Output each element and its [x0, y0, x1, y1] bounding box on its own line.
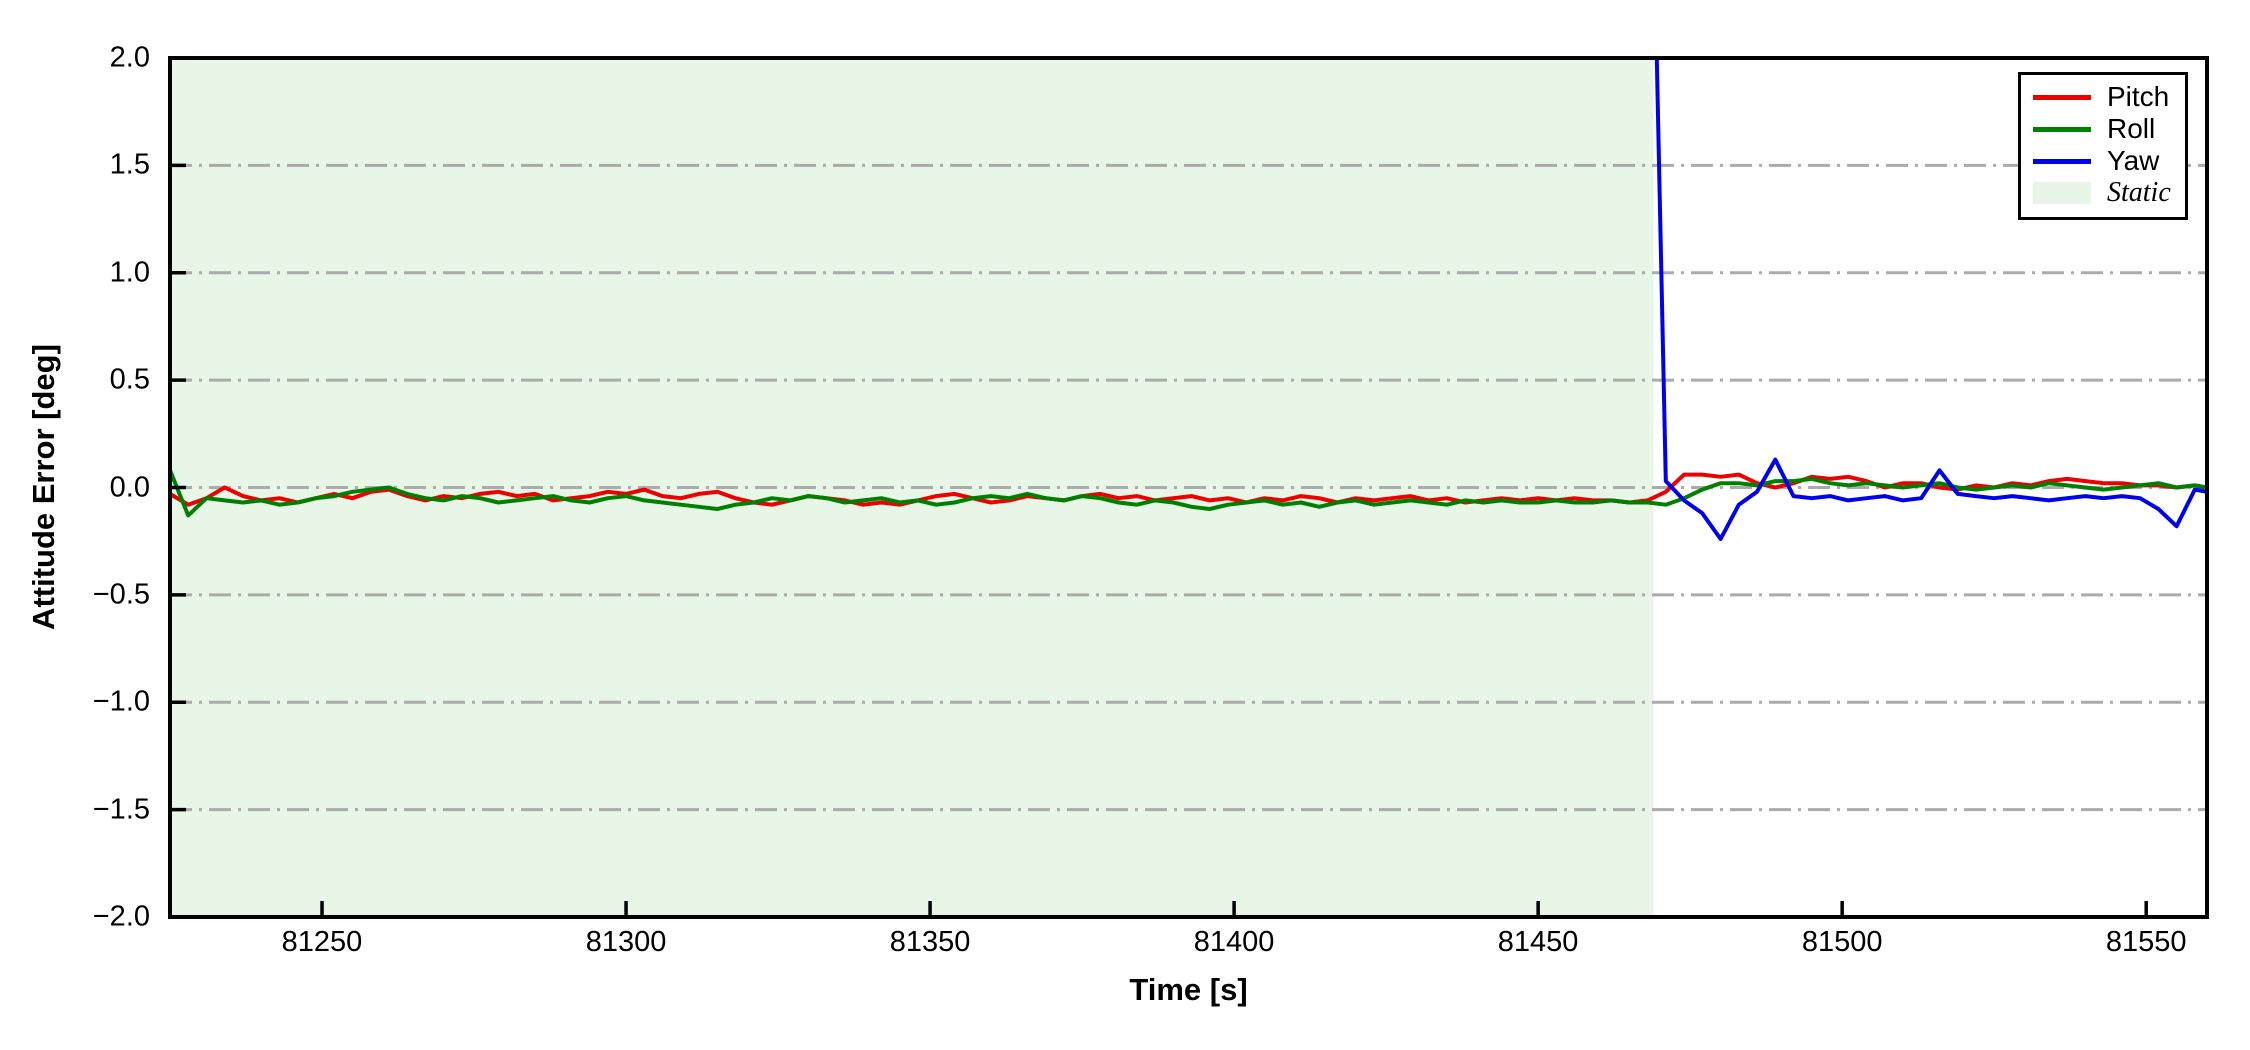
legend-item-pitch: Pitch — [2033, 81, 2171, 113]
x-tick-label: 81450 — [1497, 926, 1579, 958]
x-tick-label: 81550 — [2105, 926, 2187, 958]
y-tick-label: 0.0 — [109, 471, 150, 503]
x-tick-label: 81500 — [1801, 926, 1883, 958]
legend: Pitch Roll Yaw Static — [2018, 72, 2188, 220]
y-axis-label: Attitude Error [deg] — [26, 344, 61, 630]
x-tick-label: 81400 — [1193, 926, 1275, 958]
x-tick-label: 81300 — [585, 926, 667, 958]
y-tick-label: −1.5 — [92, 793, 150, 826]
legend-label: Static — [2107, 177, 2171, 208]
y-tick-label: −0.5 — [92, 578, 150, 611]
legend-patch-swatch — [2033, 182, 2091, 204]
y-tick-label: −2.0 — [92, 900, 150, 933]
y-tick-label: −1.0 — [92, 685, 150, 718]
legend-label: Pitch — [2107, 81, 2170, 112]
x-tick-label: 81250 — [281, 926, 363, 958]
legend-item-roll: Roll — [2033, 113, 2171, 145]
legend-item-yaw: Yaw — [2033, 145, 2171, 177]
legend-line-swatch — [2033, 126, 2091, 132]
y-tick-label: 0.5 — [109, 363, 150, 396]
legend-label: Roll — [2107, 113, 2156, 144]
x-tick-label: 81350 — [889, 926, 971, 958]
legend-line-swatch — [2033, 94, 2091, 100]
x-axis-label: Time [s] — [1129, 972, 1248, 1007]
legend-label: Yaw — [2107, 145, 2160, 176]
y-tick-label: 1.5 — [109, 148, 150, 181]
series-line-yaw — [1654, 58, 2207, 541]
legend-item-static: Static — [2033, 177, 2171, 209]
y-tick-label: 2.0 — [109, 41, 150, 74]
legend-line-swatch — [2033, 158, 2091, 164]
series-line-roll — [170, 468, 2207, 518]
y-tick-label: 1.0 — [109, 256, 150, 289]
